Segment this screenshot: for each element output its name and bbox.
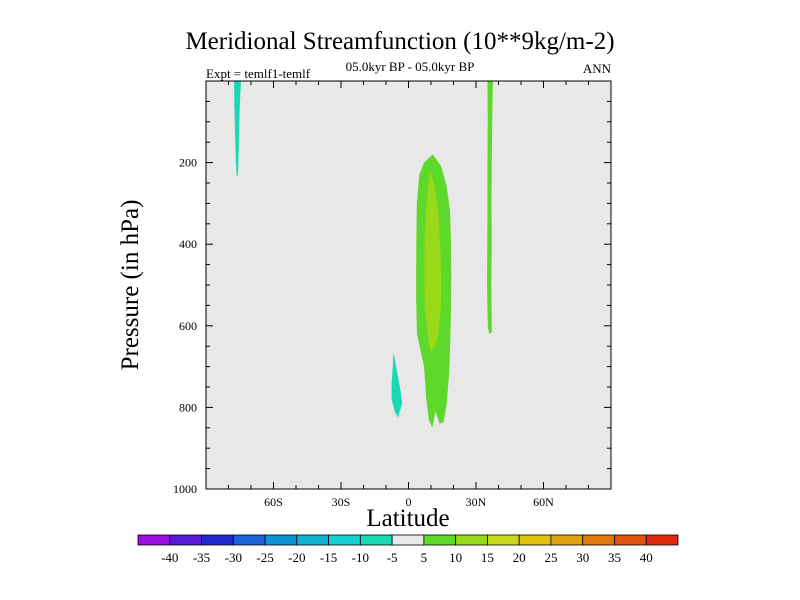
colorbar-label: 20: [513, 550, 526, 565]
colorbar-label: -15: [320, 550, 337, 565]
colorbar-label: 35: [608, 550, 621, 565]
colorbar-labels: -40 -35 -30 -25 -20 -15 -10 -5 5 10 15 20 25 30 35 40: [161, 550, 653, 565]
experiment-label: Expt = temlf1-temlf: [206, 66, 311, 81]
colorbar-box: [169, 534, 202, 546]
colorbar: [137, 534, 679, 546]
colorbar-label: -20: [288, 550, 305, 565]
colorbar-label: 40: [640, 550, 653, 565]
chart-subtitle: 05.0kyr BP - 05.0kyr BP: [345, 59, 475, 74]
colorbar-box: [137, 534, 171, 546]
colorbar-label: 5: [421, 550, 428, 565]
y-tick-label: 200: [179, 156, 197, 170]
chart-title: Meridional Streamfunction (10**9kg/m-2): [185, 28, 615, 55]
colorbar-box: [455, 534, 488, 546]
colorbar-box: [550, 534, 584, 546]
colorbar-box: [328, 534, 361, 546]
colorbar-label: 15: [481, 550, 494, 565]
x-axis-label: Latitude: [366, 505, 449, 532]
colorbar-box: [614, 534, 647, 546]
contour-positive-cell-inner: [424, 170, 442, 353]
contour-positive-strip-north: [487, 81, 493, 334]
x-tick-label: 60S: [264, 495, 283, 509]
colorbar-label: -30: [225, 550, 242, 565]
y-tick-labels: 200 400 600 800 1000: [173, 156, 197, 496]
colorbar-box: [518, 534, 552, 546]
x-tick-label: 60N: [533, 495, 554, 509]
y-tick-label: 400: [179, 237, 197, 251]
season-label: ANN: [582, 61, 611, 76]
colorbar-label: -5: [387, 550, 398, 565]
x-tick-label: 0: [406, 495, 412, 509]
colorbar-box: [582, 534, 615, 546]
colorbar-box: [645, 534, 679, 546]
colorbar-box: [201, 534, 234, 546]
colorbar-box: [487, 534, 520, 546]
colorbar-label: 10: [449, 550, 462, 565]
colorbar-box: [232, 534, 266, 546]
y-tick-label: 600: [179, 319, 197, 333]
colorbar-label: -35: [193, 550, 210, 565]
contour-negative-patch-low-south: [391, 352, 403, 418]
x-tick-label: 30N: [466, 495, 487, 509]
contour-negative-patch-high-south: [234, 81, 241, 177]
plot-background: [206, 81, 611, 489]
y-tick-label: 800: [179, 400, 197, 414]
colorbar-label: -10: [352, 550, 369, 565]
x-tick-labels: 60S 30S 0 30N 60N: [264, 495, 554, 509]
colorbar-box: [359, 534, 393, 546]
axis-ticks: [206, 81, 611, 490]
contour-regions: [234, 81, 493, 428]
colorbar-label: -25: [256, 550, 273, 565]
plot-frame: [205, 80, 612, 490]
x-tick-label: 30S: [332, 495, 351, 509]
colorbar-box: [391, 534, 425, 546]
colorbar-box: [296, 534, 329, 546]
colorbar-label: 30: [576, 550, 589, 565]
colorbar-box: [264, 534, 298, 546]
colorbar-label: -40: [161, 550, 178, 565]
colorbar-label: 25: [544, 550, 557, 565]
colorbar-box: [423, 534, 457, 546]
y-axis-label: Pressure (in hPa): [117, 200, 144, 371]
y-tick-label: 1000: [173, 482, 197, 496]
